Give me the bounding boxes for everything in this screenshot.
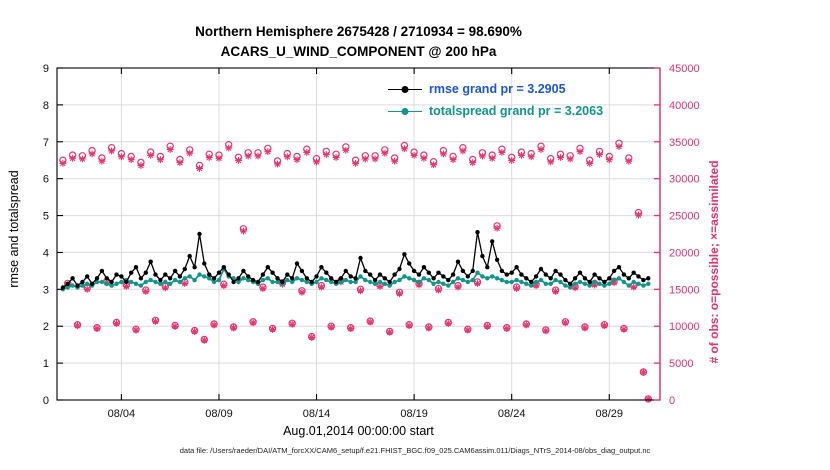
x-axis-label: Aug.01,2014 00:00:00 start [283, 424, 434, 438]
svg-text:35000: 35000 [669, 137, 700, 149]
svg-text:08/14: 08/14 [303, 408, 331, 420]
svg-text:45000: 45000 [669, 63, 700, 75]
svg-text:0: 0 [669, 395, 675, 407]
svg-text:4: 4 [43, 247, 49, 259]
svg-text:8: 8 [43, 100, 49, 112]
svg-text:40000: 40000 [669, 100, 700, 112]
y-axis-label-left: rmse and totalspread [7, 170, 21, 288]
chart-title: Northern Hemisphere 2675428 / 2710934 = … [195, 24, 522, 39]
svg-text:5: 5 [43, 211, 49, 223]
svg-text:08/04: 08/04 [108, 408, 136, 420]
svg-text:1: 1 [43, 358, 49, 370]
svg-text:6: 6 [43, 174, 49, 186]
legend-totalspread-label: totalspread grand pr = 3.2063 [429, 104, 604, 118]
svg-text:9: 9 [43, 63, 49, 75]
y-axis-label-right: # of obs: o=possible; ×=assimilated [707, 160, 721, 364]
svg-text:08/09: 08/09 [205, 408, 233, 420]
legend-item-rmse: rmse grand pr = 3.2905 [388, 78, 603, 100]
svg-text:2: 2 [43, 321, 49, 333]
legend-item-totalspread: totalspread grand pr = 3.2063 [388, 100, 603, 122]
svg-text:08/29: 08/29 [595, 408, 623, 420]
svg-text:15000: 15000 [669, 284, 700, 296]
svg-text:20000: 20000 [669, 247, 700, 259]
svg-text:5000: 5000 [669, 358, 693, 370]
svg-text:30000: 30000 [669, 174, 700, 186]
svg-text:25000: 25000 [669, 211, 700, 223]
legend-rmse-label: rmse grand pr = 3.2905 [429, 82, 566, 96]
svg-text:0: 0 [43, 395, 49, 407]
svg-text:10000: 10000 [669, 321, 700, 333]
chart-legend: rmse grand pr = 3.2905 totalspread grand… [388, 78, 603, 122]
rmse-line-swatch [388, 88, 422, 90]
chart-title-block: Northern Hemisphere 2675428 / 2710934 = … [57, 22, 660, 62]
svg-text:08/24: 08/24 [498, 408, 526, 420]
svg-text:3: 3 [43, 284, 49, 296]
svg-text:7: 7 [43, 137, 49, 149]
chart-subtitle: ACARS_U_WIND_COMPONENT @ 200 hPa [220, 44, 497, 59]
data-file-caption: data file: /Users/raeder/DAI/ATM_forcXX/… [179, 446, 651, 455]
svg-text:08/19: 08/19 [400, 408, 428, 420]
totalspread-line-swatch [388, 110, 422, 112]
